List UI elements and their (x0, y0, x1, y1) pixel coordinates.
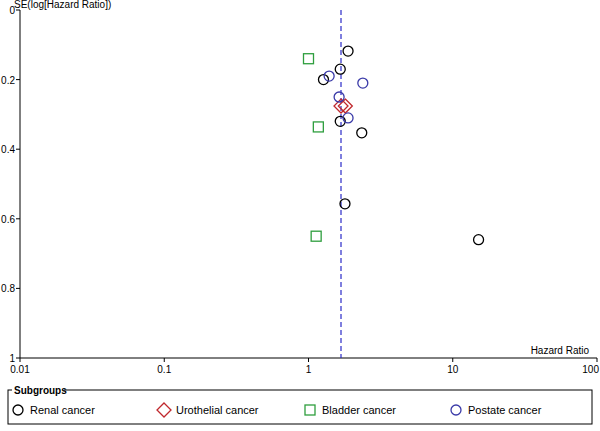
x-tick-label: 0.1 (157, 364, 171, 375)
summary-line (340, 10, 341, 358)
x-tick (597, 358, 598, 362)
y-tick (16, 149, 20, 150)
point (357, 128, 367, 138)
x-tick-label: 10 (447, 364, 459, 375)
legend-marker (451, 405, 461, 415)
y-tick-label: 0.8 (1, 283, 15, 294)
point (313, 122, 323, 132)
legend-marker (305, 405, 315, 415)
point (318, 75, 328, 85)
legend-marker (157, 403, 171, 417)
y-axis-label: SE(log[Hazard Ratio]) (14, 0, 111, 10)
point (343, 113, 353, 123)
point (334, 92, 344, 102)
point (358, 78, 368, 88)
y-axis (20, 10, 21, 358)
y-tick-label: 0.4 (1, 144, 15, 155)
chart: 00.20.40.60.810.010.1110100SE(log[Hazard… (0, 0, 600, 431)
legend-label: Bladder cancer (322, 404, 396, 416)
legend-title: Subgroups (14, 385, 67, 396)
point (343, 46, 353, 56)
y-tick-label: 1 (9, 353, 15, 364)
x-tick-label: 0.01 (10, 364, 30, 375)
point (474, 235, 484, 245)
legend-label: Renal cancer (30, 404, 95, 416)
legend-marker (13, 405, 23, 415)
plot-area (304, 10, 484, 358)
x-tick (20, 358, 21, 362)
point (324, 71, 334, 81)
y-tick-label: 0.2 (1, 75, 15, 86)
legend-label: Postate cancer (468, 404, 542, 416)
point (304, 54, 314, 64)
x-tick (164, 358, 165, 362)
point (340, 199, 350, 209)
point (311, 231, 321, 241)
y-tick (16, 358, 20, 359)
x-axis-label: Hazard Ratio (531, 345, 590, 356)
point (335, 64, 345, 74)
legend: Subgroups Renal cancer Urothelial cancer Bl… (8, 385, 592, 424)
y-tick (16, 288, 20, 289)
x-tick-label: 1 (306, 364, 312, 375)
x-tick-label: 100 (582, 364, 599, 375)
y-tick (16, 79, 20, 80)
y-tick (16, 218, 20, 219)
x-tick (308, 358, 309, 362)
x-tick (452, 358, 453, 362)
legend-label: Urothelial cancer (176, 404, 259, 416)
legend-box (8, 390, 592, 424)
y-tick-label: 0.6 (1, 214, 15, 225)
